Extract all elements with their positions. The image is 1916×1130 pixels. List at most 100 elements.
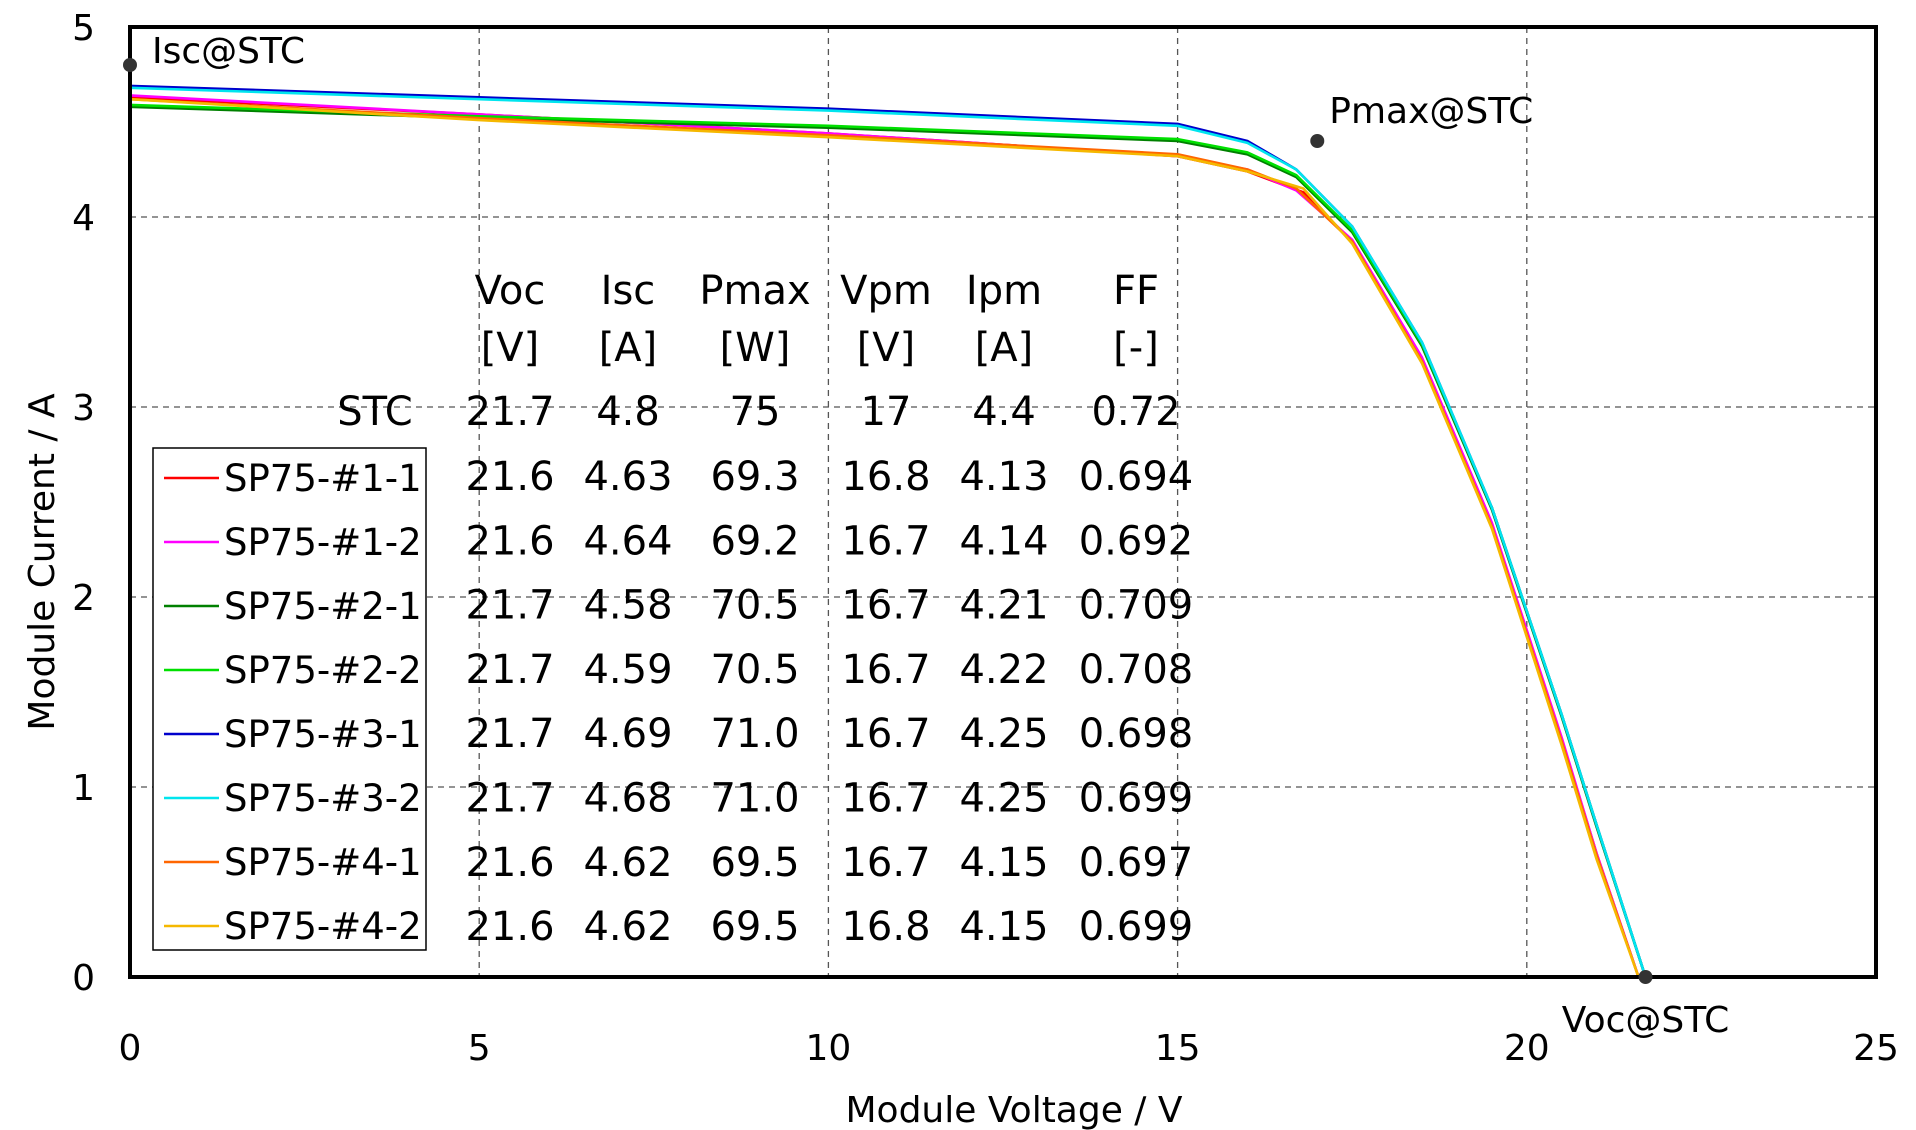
legend-label: SP75-#4-2 [224, 905, 422, 948]
table-cell: 0.699 [1079, 776, 1194, 822]
table-header-cell: Ipm [966, 268, 1042, 314]
table-cell: 16.7 [841, 840, 930, 886]
table-cell: 0.697 [1079, 840, 1194, 886]
legend-label: SP75-#3-2 [224, 777, 422, 820]
table-cell: 0.709 [1079, 583, 1194, 629]
table-cell: 16.7 [841, 647, 930, 693]
table-cell: 21.7 [465, 647, 554, 693]
y-tick-label: 4 [72, 198, 95, 239]
reference-point-label: Voc@STC [1562, 1000, 1730, 1041]
table-cell: 4.58 [583, 583, 672, 629]
table-cell: 4.25 [959, 711, 1048, 757]
series-line [129, 86, 1647, 978]
table-cell: 4.69 [583, 711, 672, 757]
series-line [129, 97, 1640, 978]
table-header-unit-cell: [-] [1113, 325, 1159, 371]
table-cell: 16.7 [841, 518, 930, 564]
table-cell: 0.699 [1079, 904, 1194, 950]
table-cell: 4.22 [959, 647, 1048, 693]
reference-point-marker [1638, 970, 1653, 984]
table-header-cell: Pmax [699, 268, 810, 314]
table-header-unit-cell: [V] [857, 325, 916, 371]
table-cell: 21.6 [465, 904, 554, 950]
table-cell: 71.0 [710, 776, 799, 822]
legend-label: SP75-#1-1 [224, 457, 422, 500]
table-cell: 4.14 [959, 518, 1048, 564]
table-cell: 4.25 [959, 776, 1048, 822]
table-header-unit-cell: [W] [720, 325, 791, 371]
table-cell: 69.5 [710, 904, 799, 950]
x-tick-label: 0 [119, 1028, 142, 1069]
table-cell: 21.7 [465, 711, 554, 757]
reference-point-label: Pmax@STC [1329, 91, 1533, 132]
table-cell: 0.708 [1079, 647, 1194, 693]
legend-label: SP75-#2-1 [224, 585, 422, 628]
table-cell: 4.15 [959, 840, 1048, 886]
legend-label: SP75-#4-1 [224, 841, 422, 884]
table-cell: 70.5 [710, 583, 799, 629]
y-tick-label: 1 [72, 768, 95, 809]
table-stc-cell: 4.4 [972, 389, 1036, 435]
y-tick-label: 5 [72, 8, 95, 49]
legend: SP75-#1-1 SP75-#1-2 SP75-#2-1 SP75-#2-2 SP75… [152, 447, 427, 951]
table-stc-cell: 4.8 [596, 389, 660, 435]
x-tick-label: 20 [1504, 1028, 1550, 1069]
table-cell: 69.5 [710, 840, 799, 886]
table-cell: 16.7 [841, 711, 930, 757]
data-table: Voc Isc Pmax Vpm Ipm FF [V] [A] [W] [V] [A] [-] STC 2… [337, 268, 1193, 950]
table-cell: 4.15 [959, 904, 1048, 950]
table-cell: 4.62 [583, 840, 672, 886]
table-cell: 69.3 [710, 454, 799, 500]
table-cell: 21.6 [465, 518, 554, 564]
table-stc-cell: 0.72 [1091, 389, 1180, 435]
table-header-cell: FF [1113, 268, 1159, 314]
table-stc-cell: 21.7 [465, 389, 554, 435]
reference-point-marker [1310, 134, 1325, 148]
table-header-unit-cell: [A] [599, 325, 658, 371]
table-cell: 4.63 [583, 454, 672, 500]
table-cell: 4.13 [959, 454, 1048, 500]
reference-point-label: Isc@STC [152, 31, 305, 72]
legend-label: SP75-#1-2 [224, 521, 422, 564]
table-header-cell: Voc [475, 268, 546, 314]
table-cell: 0.692 [1079, 518, 1194, 564]
table-cell: 69.2 [710, 518, 799, 564]
table-cell: 21.6 [465, 840, 554, 886]
table-cell: 4.68 [583, 776, 672, 822]
x-tick-label: 5 [468, 1028, 491, 1069]
table-cell: 70.5 [710, 647, 799, 693]
table-cell: 4.64 [583, 518, 672, 564]
reference-point-marker [123, 58, 137, 72]
table-stc-label: STC [337, 389, 412, 435]
table-header-unit-cell: [A] [975, 325, 1034, 371]
table-cell: 21.7 [465, 776, 554, 822]
table-header-unit-cell: [V] [481, 325, 540, 371]
plot-frame [128, 25, 1878, 979]
plot-border [128, 25, 1878, 979]
table-cell: 16.8 [841, 454, 930, 500]
table-cell: 16.7 [841, 583, 930, 629]
y-tick-label: 0 [72, 958, 95, 999]
x-axis-label: Module Voltage / V [845, 1090, 1182, 1130]
table-cell: 21.7 [465, 583, 554, 629]
table-header-cell: Vpm [840, 268, 932, 314]
table-cell: 21.6 [465, 454, 554, 500]
series-lines [129, 84, 1647, 978]
table-cell: 0.698 [1079, 711, 1194, 757]
table-cell: 4.62 [583, 904, 672, 950]
reference-points: Isc@STC Pmax@STC Voc@STC [123, 31, 1729, 1041]
table-stc-cell: 75 [730, 389, 781, 435]
table-cell: 4.21 [959, 583, 1048, 629]
legend-label: SP75-#3-1 [224, 713, 422, 756]
axis-ticks: 0 5 10 15 20 25 0 1 2 3 4 5 [72, 8, 1899, 1069]
x-tick-label: 10 [805, 1028, 851, 1069]
grid-lines [130, 27, 1876, 977]
table-stc-cell: 17 [861, 389, 912, 435]
x-tick-label: 25 [1853, 1028, 1899, 1069]
y-axis-label: Module Current / A [22, 393, 63, 731]
table-cell: 16.7 [841, 776, 930, 822]
table-header-cell: Isc [601, 268, 656, 314]
table-cell: 71.0 [710, 711, 799, 757]
table-cell: 16.8 [841, 904, 930, 950]
